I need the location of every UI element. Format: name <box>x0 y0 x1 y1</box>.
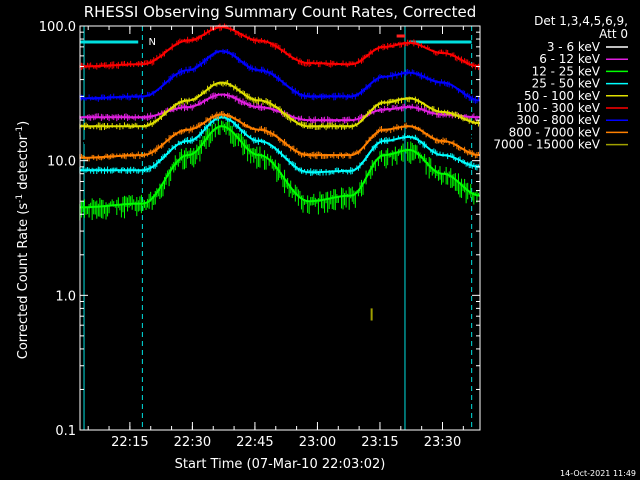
series-6-line <box>79 50 480 102</box>
plot-frame <box>79 25 481 431</box>
y-tick-label-0: 100.0 <box>39 20 76 35</box>
y-axis-label: Corrected Count Rate (s-1 detector-1) <box>15 121 31 359</box>
x-tick-label-0: 22:15 <box>111 435 148 450</box>
series-7 <box>79 111 481 162</box>
legend-header-line-1: Det 1,3,4,5,6,9, <box>534 14 628 28</box>
series-7-line <box>79 113 481 159</box>
series-2 <box>79 119 481 221</box>
series-3 <box>79 113 481 176</box>
flag-label: N <box>149 37 156 48</box>
series-0 <box>79 106 481 145</box>
legend-label-7: 800 - 7000 keV <box>509 125 601 139</box>
y-label-part-1: Corrected Count Rate (s <box>16 203 31 360</box>
x-tick-label-2: 22:45 <box>236 435 273 450</box>
y-tick-label-1: 10.0 <box>47 155 76 170</box>
legend-label-2: 12 - 25 keV <box>532 64 601 78</box>
series-0-line <box>79 108 481 142</box>
series-4 <box>79 80 481 131</box>
x-tick-label-1: 22:30 <box>174 435 211 450</box>
series-1-line <box>79 93 480 122</box>
timestamp: 14-Oct-2021 11:49 <box>560 469 636 478</box>
x-tick-label-3: 23:00 <box>299 435 336 450</box>
plot-area: N 100.0 10.0 1.0 0.1 22:15 22:30 22:45 23:00 23:1… <box>39 20 481 450</box>
series-4-line <box>79 81 480 128</box>
x-tick-label-4: 23:15 <box>361 435 398 450</box>
legend-label-1: 6 - 12 keV <box>539 52 601 66</box>
chart-title: RHESSI Observing Summary Count Rates, Co… <box>84 3 477 21</box>
legend-label-8: 7000 - 15000 keV <box>493 138 600 152</box>
legend-label-4: 50 - 100 keV <box>524 89 601 103</box>
series-5-line <box>79 26 480 68</box>
legend-header-line-2: Att 0 <box>599 27 628 41</box>
legend-label-5: 100 - 300 keV <box>516 101 600 115</box>
y-label-sup-1: -1 <box>15 194 25 203</box>
x-tick-label-5: 23:30 <box>424 435 461 450</box>
legend-label-0: 3 - 6 keV <box>547 40 601 54</box>
series-2-line <box>79 125 481 209</box>
series-6 <box>79 48 481 104</box>
series-5 <box>79 23 481 71</box>
legend-label-3: 25 - 50 keV <box>532 77 601 91</box>
y-tick-label-2: 1.0 <box>55 289 76 304</box>
y-label-part-3: ) <box>16 121 31 126</box>
x-axis-label: Start Time (07-Mar-10 22:03:02) <box>175 457 386 472</box>
legend-label-6: 300 - 800 keV <box>516 113 600 127</box>
y-label-sup-2: -1 <box>15 126 25 135</box>
y-tick-label-3: 0.1 <box>55 424 76 439</box>
y-label-part-2: detector <box>16 134 31 194</box>
series-3-line <box>79 116 480 174</box>
